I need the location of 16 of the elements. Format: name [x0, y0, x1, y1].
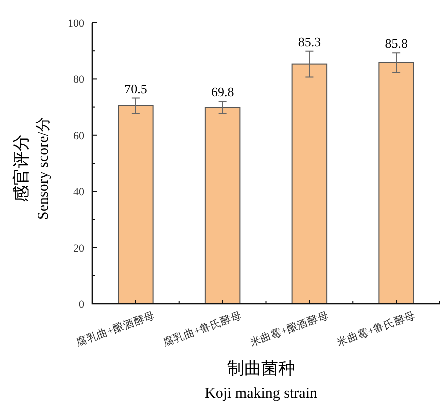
y-axis-title: 感官评分 Sensory score/分 [12, 117, 52, 220]
y-tick-label: 20 [74, 242, 85, 255]
x-tick-label: 米曲霉+鲁氏酵母 [335, 308, 418, 350]
y-tick-label: 60 [74, 130, 85, 142]
data-label: 85.3 [298, 34, 322, 50]
x-axis-title: 制曲菌种 Koji making strain [205, 359, 318, 402]
x-tick-label: 米曲霉+酿酒酵母 [248, 308, 331, 350]
x-tick-label: 腐乳曲+鲁氏酵母 [161, 308, 244, 350]
y-tick-label: 80 [74, 74, 85, 86]
data-label: 85.8 [385, 36, 408, 52]
data-label: 70.5 [124, 81, 148, 96]
y-tick-label: 100 [68, 18, 85, 30]
data-label: 69.8 [211, 84, 234, 100]
x-tick-label: 腐乳曲+酿酒酵母 [74, 308, 157, 350]
y-tick-label: 0 [79, 299, 85, 311]
y-tick-label: 40 [74, 186, 85, 199]
